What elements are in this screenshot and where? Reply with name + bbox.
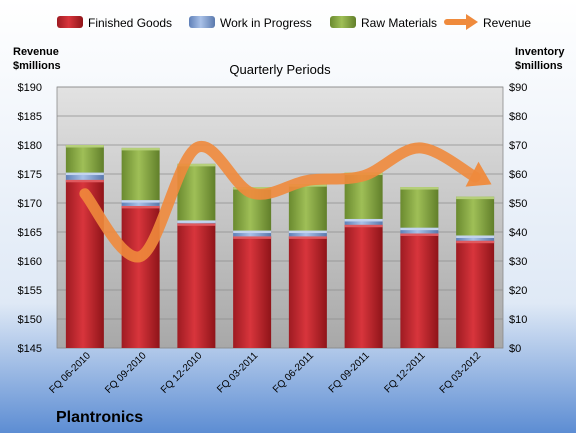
left-tick-label: $190: [18, 82, 42, 94]
legend-swatch-revenue: [444, 14, 478, 30]
bar-raw-materials: [121, 147, 160, 201]
bar-work-in-progress-highlight: [177, 220, 216, 223]
bar-finished-goods-highlight: [288, 236, 327, 239]
company-name: Plantronics: [56, 409, 143, 426]
bar-work-in-progress-highlight: [121, 200, 160, 203]
bar-raw-materials-highlight: [400, 187, 439, 190]
bar-work-in-progress: [344, 218, 383, 225]
right-tick-label: $70: [509, 140, 527, 152]
bar-raw-materials: [400, 187, 439, 228]
right-tick-label: $50: [509, 198, 527, 210]
bar-finished-goods-highlight: [344, 224, 383, 228]
bar-raw-materials-highlight: [121, 147, 160, 151]
bar-work-in-progress-highlight: [400, 227, 439, 231]
bar-work-in-progress: [288, 230, 327, 237]
bar-finished-goods: [400, 233, 439, 348]
bars: [65, 145, 495, 348]
left-tick-label: $165: [18, 227, 42, 239]
revenue-arrowhead: [465, 161, 492, 187]
right-tick-label: $10: [509, 314, 527, 326]
right-tick-label: $90: [509, 82, 527, 94]
right-tick-label: $0: [509, 343, 521, 355]
legend-label-raw-materials: Raw Materials: [361, 16, 437, 30]
bar-finished-goods-highlight: [400, 233, 439, 236]
right-axis-title-line2: $millions: [515, 60, 563, 72]
bar-finished-goods: [456, 240, 495, 348]
bar-raw-materials-highlight: [65, 145, 104, 148]
right-axis: $0 $10 $20 $30 $40 $50 $60 $70 $80 $90: [509, 82, 527, 355]
bar-work-in-progress-highlight: [288, 230, 327, 234]
left-axis-title-line1: Revenue: [13, 46, 59, 58]
legend-swatch-raw-materials: [330, 16, 356, 28]
left-tick-label: $185: [18, 111, 42, 123]
right-tick-label: $60: [509, 169, 527, 181]
left-axis-title-line2: $millions: [13, 60, 61, 72]
left-tick-label: $175: [18, 169, 42, 181]
legend-label-work-in-progress: Work in Progress: [220, 16, 312, 30]
bar-finished-goods-highlight: [121, 205, 160, 209]
left-axis: $145 $150 $155 $160 $165 $170 $175 $180 $185 $190: [18, 82, 42, 355]
bar-finished-goods-highlight: [233, 236, 272, 239]
bar-raw-materials-highlight: [456, 196, 495, 200]
bar-work-in-progress: [121, 200, 160, 206]
right-tick-label: $40: [509, 227, 527, 239]
legend-swatch-work-in-progress: [189, 16, 215, 28]
left-tick-label: $155: [18, 285, 42, 297]
legend: Finished Goods Work in Progress Raw Mate…: [57, 14, 531, 30]
left-tick-label: $170: [18, 198, 42, 210]
left-tick-label: $160: [18, 256, 42, 268]
right-tick-label: $20: [509, 285, 527, 297]
bar-work-in-progress: [456, 235, 495, 241]
right-tick-label: $30: [509, 256, 527, 268]
bar-work-in-progress: [400, 227, 439, 234]
left-tick-label: $150: [18, 314, 42, 326]
right-tick-label: $80: [509, 111, 527, 123]
legend-swatch-finished-goods: [57, 16, 83, 28]
bar-work-in-progress: [65, 172, 104, 180]
bar-work-in-progress-highlight: [344, 218, 383, 222]
left-tick-label: $145: [18, 343, 42, 355]
bar-work-in-progress: [233, 230, 272, 237]
bar-finished-goods-highlight: [65, 179, 104, 183]
bar-raw-materials: [65, 145, 104, 173]
bar-finished-goods: [233, 236, 272, 348]
bar-finished-goods: [288, 236, 327, 348]
bar-work-in-progress-highlight: [456, 235, 495, 238]
left-tick-label: $180: [18, 140, 42, 152]
bar-raw-materials: [288, 184, 327, 231]
bar-finished-goods: [177, 223, 216, 348]
legend-label-revenue: Revenue: [483, 16, 531, 30]
bar-raw-materials-highlight: [177, 163, 216, 167]
bar-finished-goods-highlight: [456, 240, 495, 244]
bar-work-in-progress-highlight: [233, 230, 272, 234]
legend-label-finished-goods: Finished Goods: [88, 16, 172, 30]
revenue-line: [79, 141, 492, 263]
bar-raw-materials: [456, 196, 495, 236]
bar-finished-goods: [344, 224, 383, 348]
chart-title: Quarterly Periods: [229, 62, 331, 77]
bar-finished-goods-highlight: [177, 223, 216, 226]
revenue-series-line: [79, 141, 481, 263]
bar-work-in-progress-highlight: [65, 172, 104, 176]
right-axis-title-line1: Inventory: [515, 46, 565, 58]
